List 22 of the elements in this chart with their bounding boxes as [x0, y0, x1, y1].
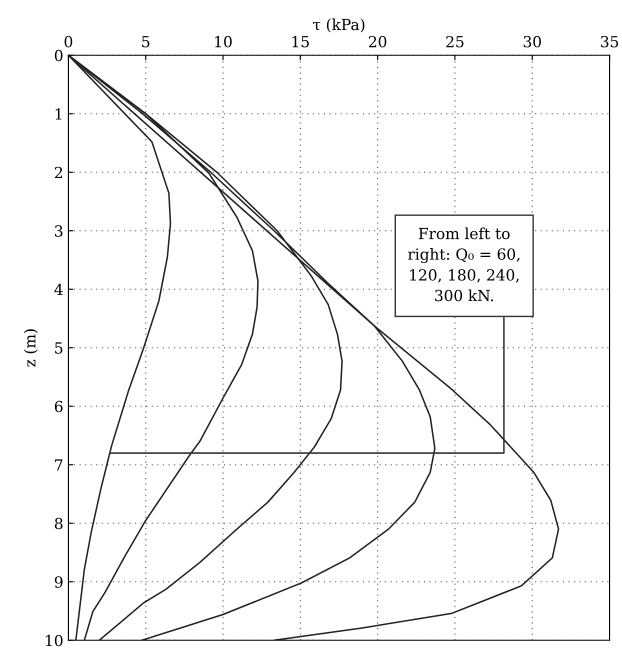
x-tick-label: 20: [368, 36, 386, 48]
y-tick-label: 7: [55, 459, 62, 471]
y-tick-label: 9: [54, 576, 63, 588]
y-tick-label: 2: [54, 166, 62, 178]
y-tick-label: 8: [54, 518, 63, 530]
y-tick-label: 0: [54, 50, 63, 62]
x-tick-label: 35: [601, 36, 618, 48]
x-tick-label: 30: [524, 36, 541, 48]
x-tick-label: 10: [215, 36, 232, 48]
y-tick-label: 4: [54, 284, 63, 296]
y-tick-label: 10: [46, 634, 63, 646]
x-tick-label: 5: [142, 36, 150, 48]
y-tick-label: 5: [55, 342, 62, 354]
y-tick-label: 3: [55, 225, 62, 237]
y-tick-label: 1: [56, 108, 62, 120]
x-tick-label: 15: [292, 36, 309, 48]
x-tick-label: 0: [64, 36, 72, 48]
x-tick-label: 25: [446, 36, 464, 48]
annotation: From left to right: Q₀ = 60, 120, 180, 240, 300 kN.: [408, 227, 520, 302]
y-tick-label: 6: [54, 400, 63, 412]
x-axis-title: τ (kPa): [313, 18, 364, 32]
y-axis-title: z (m): [24, 329, 38, 367]
